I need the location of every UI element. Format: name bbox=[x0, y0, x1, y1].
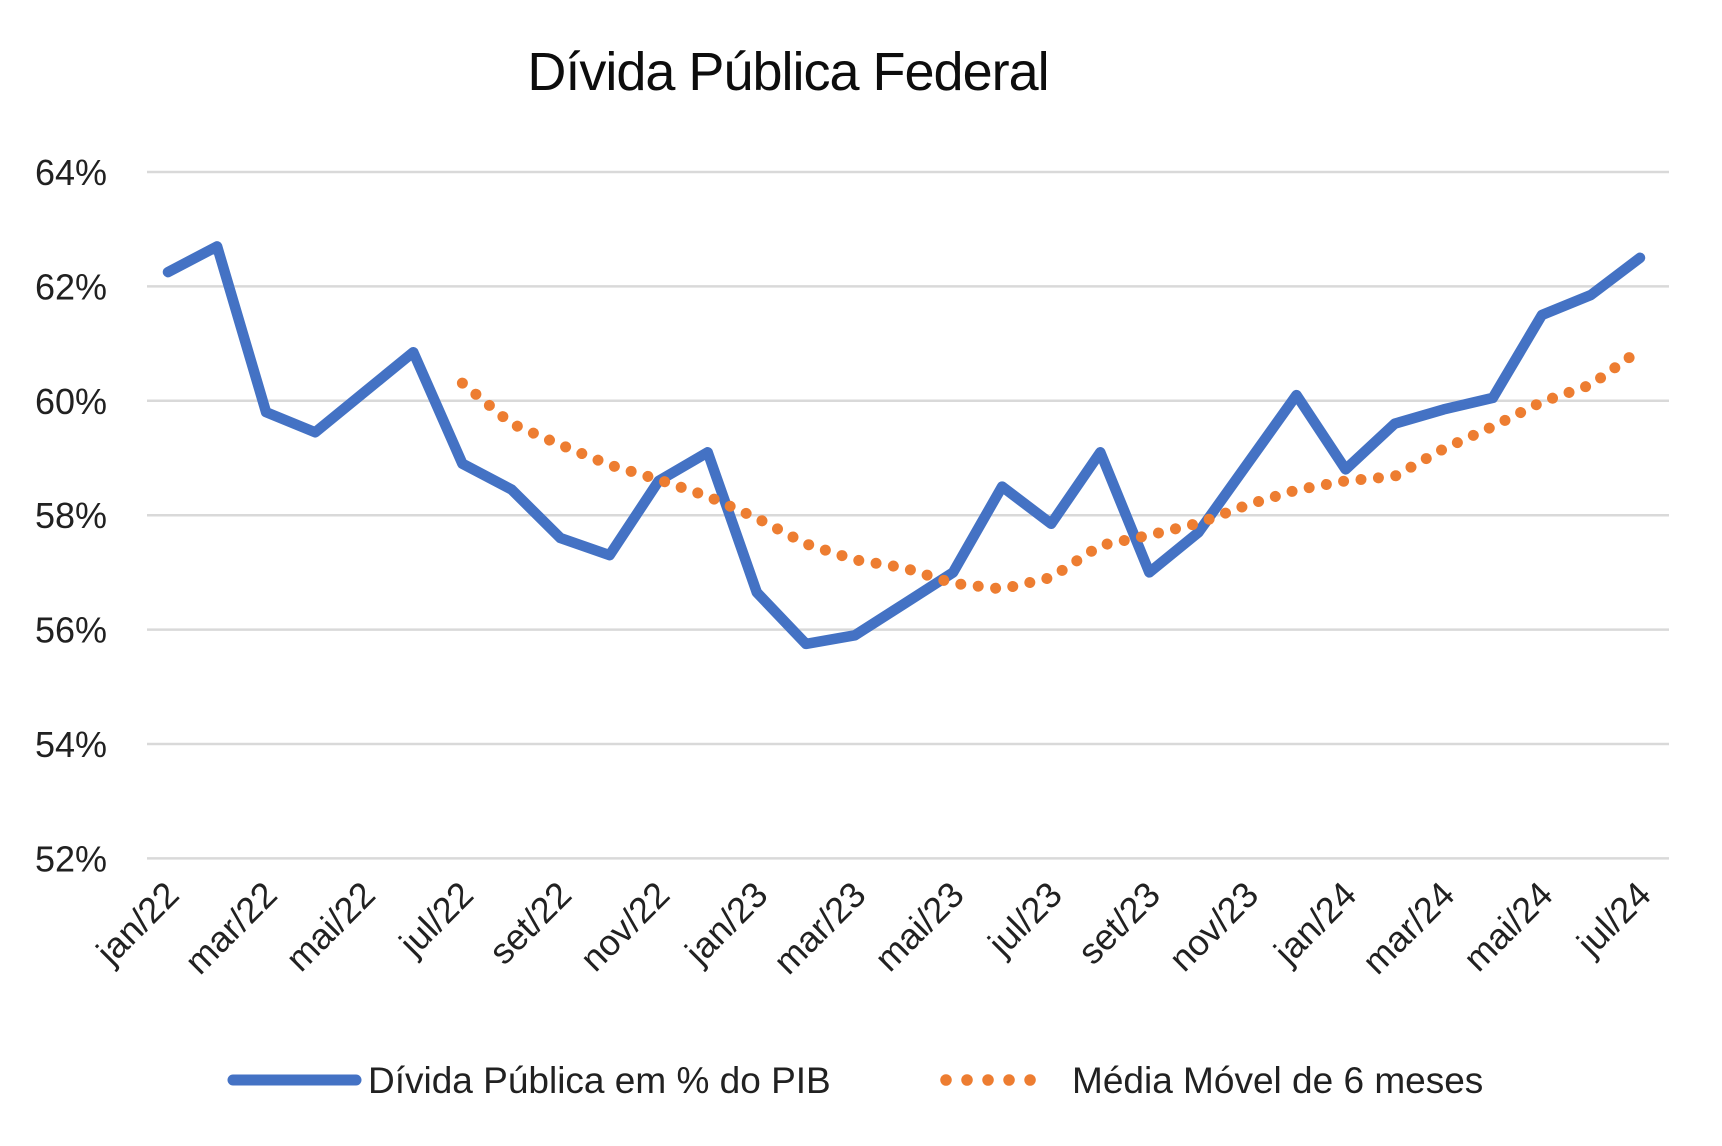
plot-series bbox=[162, 241, 1646, 650]
x-axis-tick-label: jan/22 bbox=[88, 874, 187, 973]
x-axis-tick-label: nov/23 bbox=[1161, 874, 1266, 979]
x-axis-tick-label: jan/24 bbox=[1265, 874, 1364, 973]
x-axis-tick-label: mar/24 bbox=[1354, 874, 1462, 982]
y-axis-tick-label: 62% bbox=[35, 266, 107, 307]
y-axis-tick-label: 54% bbox=[35, 724, 107, 765]
y-axis-tick-label: 56% bbox=[35, 610, 107, 651]
x-axis-tick-label: jul/24 bbox=[1568, 874, 1659, 965]
x-axis-tick-label: set/22 bbox=[481, 874, 579, 972]
y-axis-tick-label: 60% bbox=[35, 381, 107, 422]
legend-label-divida-publica: Dívida Pública em % do PIB bbox=[368, 1060, 831, 1101]
x-axis-tick-label: nov/22 bbox=[572, 874, 677, 979]
series-line-media-movel bbox=[456, 344, 1646, 595]
chart-title: Dívida Pública Federal bbox=[527, 42, 1048, 102]
gridlines bbox=[147, 170, 1669, 860]
y-axis-tick-label: 52% bbox=[35, 838, 107, 879]
y-axis-tick-label: 64% bbox=[35, 152, 107, 193]
y-axis-labels: 64% 62% 60% 58% 56% 54% 52% bbox=[35, 152, 107, 879]
x-axis-tick-label: mar/23 bbox=[765, 874, 873, 982]
x-axis-tick-label: jul/23 bbox=[979, 874, 1070, 965]
x-axis-tick-label: set/23 bbox=[1070, 874, 1168, 972]
legend: Dívida Pública em % do PIB Média Móvel d… bbox=[227, 1060, 1483, 1101]
x-axis-tick-label: jan/23 bbox=[676, 874, 775, 973]
x-axis-tick-label: mar/22 bbox=[177, 874, 285, 982]
series-line-divida-publica bbox=[162, 241, 1646, 650]
x-axis-tick-label: mai/23 bbox=[866, 874, 971, 979]
legend-label-media-movel: Média Móvel de 6 meses bbox=[1072, 1060, 1483, 1101]
x-axis-tick-label: mai/22 bbox=[278, 874, 383, 979]
x-axis-tick-label: mai/24 bbox=[1455, 874, 1560, 979]
y-axis-tick-label: 58% bbox=[35, 495, 107, 536]
x-axis-tick-label: jul/22 bbox=[391, 874, 482, 965]
